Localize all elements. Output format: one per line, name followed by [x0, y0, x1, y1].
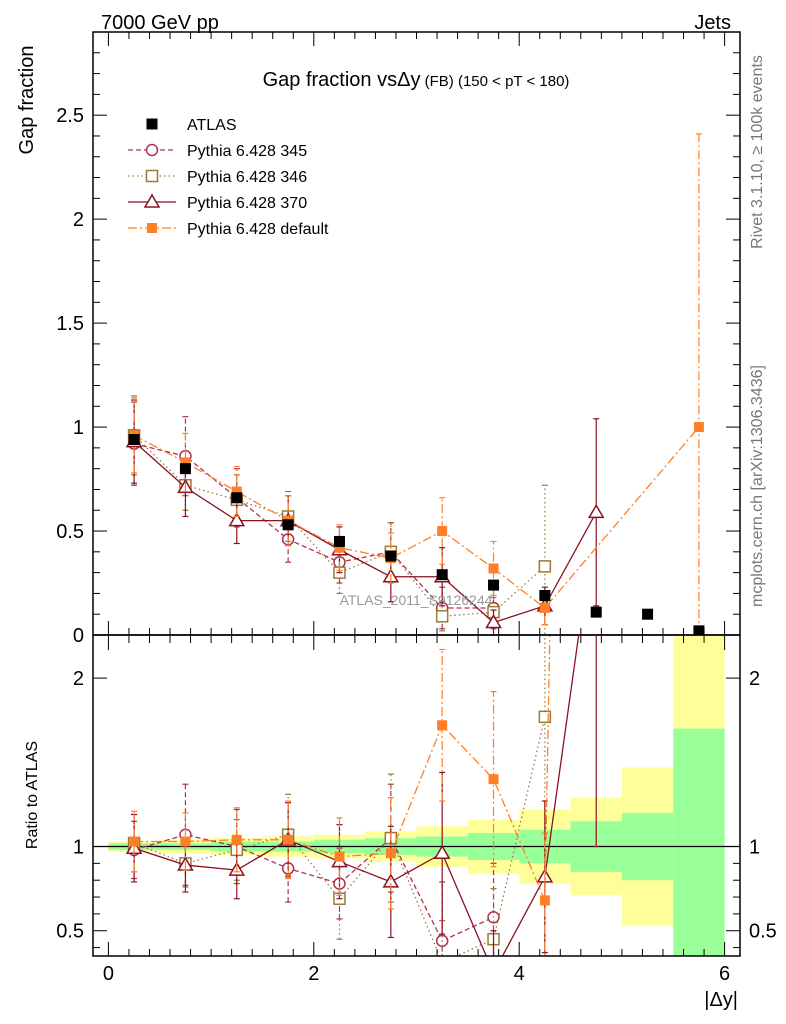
- analysis-watermark: ATLAS_2011_S9126244: [340, 592, 493, 608]
- atlas-data-point: [436, 569, 448, 581]
- ratio-pythia-6-428-default-point: [231, 834, 242, 845]
- ratio-pythia-6-428-default-point: [539, 895, 550, 906]
- x-axis-label: |Δy|: [704, 989, 738, 1011]
- ratio-pythia-6-428-default-point: [180, 836, 191, 847]
- legend-marker: [147, 223, 157, 233]
- y-tick-label: 0: [73, 625, 84, 647]
- ratio-pythia-6-428-370-line: [133, 636, 580, 956]
- x-tick-label: 4: [514, 963, 525, 985]
- rivet-version-label: Rivet 3.1.10, ≥ 100k events: [749, 55, 766, 249]
- main-pythia-6-428-346-point: [538, 560, 552, 573]
- legend-label: ATLAS: [187, 117, 237, 134]
- ratio-pythia-6-428-default-point: [437, 720, 448, 731]
- legend: ATLAS Pythia 6.428 345 Pythia 6.428 346 Pyt…: [128, 117, 329, 238]
- legend-marker-atlas: [146, 118, 158, 130]
- ratio-band-green: [673, 728, 725, 956]
- legend-marker: [145, 143, 159, 157]
- ratio-y-tick-label-right: 1: [749, 837, 760, 859]
- main-pythia-6-428-346-line: [133, 434, 546, 617]
- ratio-pythia-6-428-default-point: [334, 851, 345, 862]
- x-tick-label: 2: [308, 963, 319, 985]
- ratio-y-axis-label: Ratio to ATLAS: [24, 741, 41, 849]
- atlas-data-point: [179, 463, 191, 475]
- main-pythia-6-428-default-point: [539, 602, 550, 613]
- ratio-y-tick-label: 2: [73, 668, 84, 690]
- main-pythia-6-428-346-point: [435, 610, 449, 623]
- main-pythia-6-428-default-point: [437, 526, 448, 537]
- atlas-data-point: [488, 579, 500, 591]
- y-tick-label: 1.5: [56, 313, 84, 335]
- main-pythia-6-428-default-point: [488, 563, 499, 574]
- header-left: 7000 GeV pp: [101, 12, 219, 34]
- tick-labels: 0 0.5 1 1.5 2 2.5 0.5 0.5 1 1 2 2 0 2 4 6: [56, 105, 777, 985]
- y-tick-label: 1: [73, 417, 84, 439]
- y-tick-label: 0.5: [56, 521, 84, 543]
- main-pythia-6-428-default-line: [133, 426, 700, 609]
- atlas-data-point: [693, 625, 705, 635]
- atlas-data-point: [385, 550, 397, 562]
- atlas-data-point: [333, 535, 345, 547]
- ratio-y-tick-label-right: 2: [749, 668, 760, 690]
- legend-marker: [143, 193, 161, 208]
- ratio-pythia-6-428-default-point: [488, 774, 499, 785]
- y-tick-label: 2.5: [56, 105, 84, 127]
- chart-title: Gap fraction vsΔy (FB) (150 < pT < 180): [263, 69, 570, 91]
- main-pythia-6-428-370-point: [228, 512, 246, 527]
- axis-ticks: [93, 32, 740, 956]
- ratio-y-tick-label: 0.5: [56, 921, 84, 943]
- y-axis-label: Gap fraction: [16, 46, 38, 155]
- ratio-pythia-6-428-370-point: [433, 844, 451, 860]
- ratio-plot-series: [125, 636, 600, 978]
- x-tick-label: 0: [103, 963, 114, 985]
- legend-label: Pythia 6.428 345: [187, 143, 307, 160]
- legend-marker: [145, 169, 159, 183]
- legend-label: Pythia 6.428 346: [187, 169, 307, 186]
- atlas-data-point: [590, 606, 602, 618]
- atlas-data-point: [282, 519, 294, 531]
- x-tick-label: 6: [719, 963, 730, 985]
- ratio-pythia-6-428-default-point: [129, 836, 140, 847]
- ratio-pythia-6-428-default-point: [283, 834, 294, 845]
- legend-label: Pythia 6.428 default: [187, 221, 329, 238]
- main-pythia-6-428-370-line: [133, 441, 597, 624]
- ratio-pythia-6-428-346-point: [538, 710, 552, 724]
- main-pythia-6-428-default-point: [693, 422, 704, 433]
- main-pythia-6-428-370-point: [587, 503, 605, 519]
- main-pythia-6-428-370-point: [485, 614, 502, 629]
- ratio-uncertainty-bands: [108, 636, 725, 956]
- ratio-pythia-6-428-370-point: [487, 966, 501, 978]
- atlas-data-point: [128, 434, 140, 446]
- mcplots-label: mcplots.cern.ch [arXiv:1306.3436]: [749, 365, 766, 607]
- ratio-y-tick-label-right: 0.5: [749, 921, 777, 943]
- ratio-pythia-6-428-default-point: [385, 848, 396, 859]
- ratio-pythia-6-428-default-line: [134, 636, 551, 901]
- legend-label: Pythia 6.428 370: [187, 195, 307, 212]
- header-right: Jets: [694, 12, 731, 34]
- ratio-y-tick-label: 1: [73, 837, 84, 859]
- main-plot-series: [125, 133, 705, 635]
- ratio-pythia-6-428-346-point: [437, 957, 448, 968]
- atlas-data-point: [642, 608, 654, 620]
- atlas-data-point: [231, 492, 243, 504]
- ratio-pythia-6-428-345-line: [133, 834, 494, 942]
- y-tick-label: 2: [73, 209, 84, 231]
- atlas-data-point: [539, 589, 551, 601]
